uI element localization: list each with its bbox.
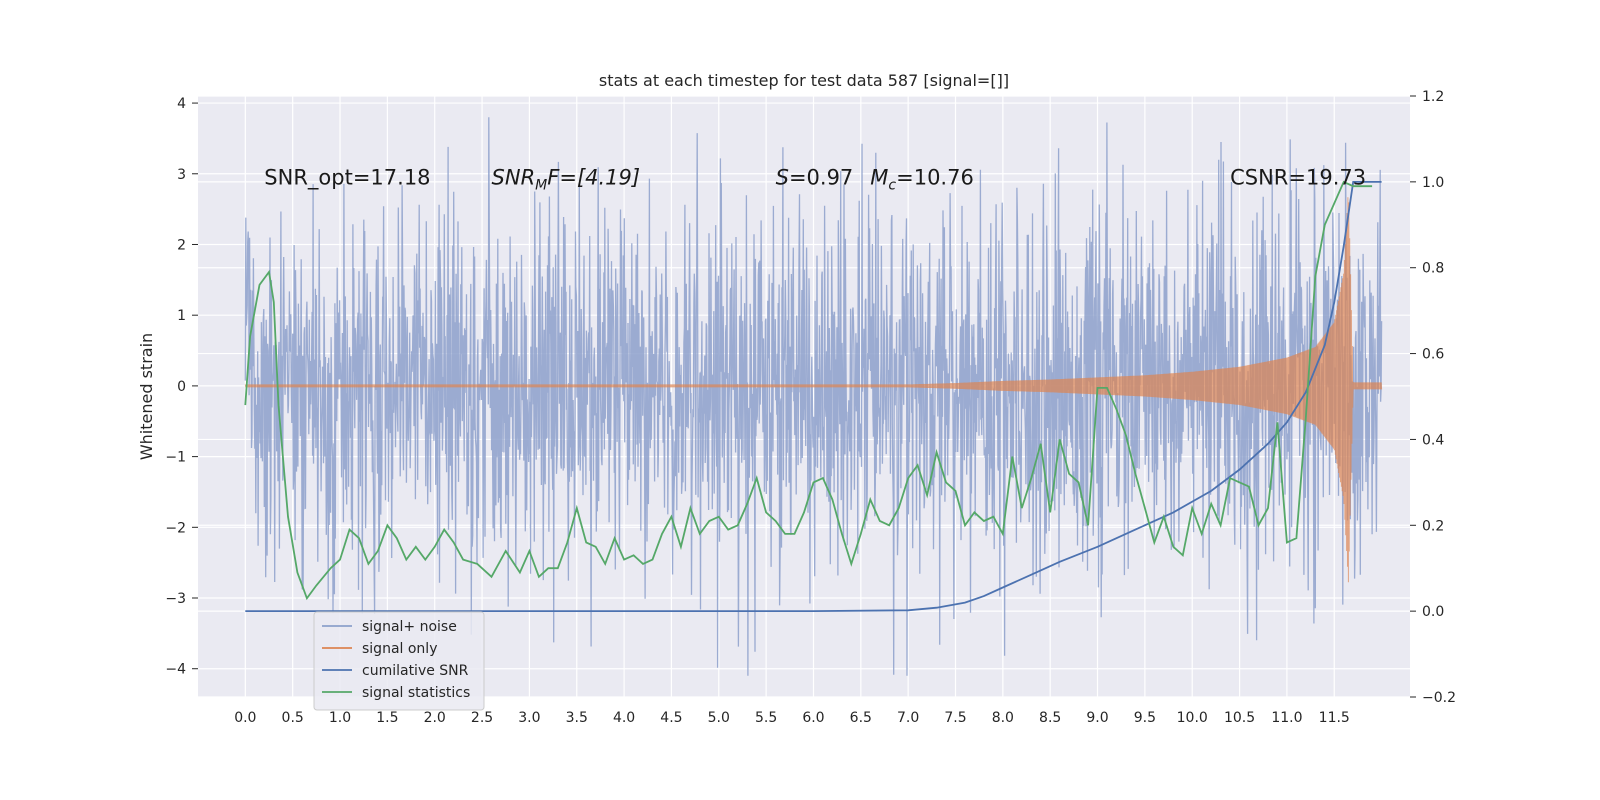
x-tick-label: 1.0 (329, 710, 351, 726)
legend: signal+ noise signal only cumilative SNR si… (313, 611, 485, 711)
x-tick-label: 2.5 (471, 710, 493, 726)
x-tick-label: 2.0 (424, 710, 446, 726)
annotation-snr-mf-value: F=[4.19] (547, 165, 640, 189)
series-line-cumilative-snr (245, 181, 1382, 612)
series-cumilative-snr (245, 181, 1382, 612)
legend-entry: signal only (362, 641, 437, 657)
chart-title: stats at each timestep for test data 587… (599, 71, 1009, 90)
y-tick-label: 1 (177, 308, 186, 324)
x-tick-label: 6.0 (802, 710, 824, 726)
x-tick-label: 6.5 (850, 710, 872, 726)
annotation-mc-value: =10.76 (896, 165, 974, 189)
annotation-mc-subscript: c (888, 177, 896, 193)
x-tick-label: 3.0 (518, 710, 540, 726)
y-right-tick-label: 0.2 (1422, 518, 1444, 534)
x-tick-label: 4.0 (613, 710, 635, 726)
x-tick-label: 0.0 (234, 710, 256, 726)
annotation-snr-mf-symbol: SNR (492, 165, 536, 189)
y-right-tick-label: 1.0 (1422, 175, 1444, 191)
x-tick-label: 9.5 (1134, 710, 1156, 726)
x-tick-label: 8.5 (1039, 710, 1061, 726)
annotation-mc-symbol: M (870, 165, 888, 189)
y-tick-label: 0 (177, 379, 186, 395)
x-tick-label: 7.0 (897, 710, 919, 726)
series-signal-only (244, 197, 1383, 583)
y-right-tick-label: 1.2 (1422, 89, 1444, 105)
x-tick-label: 5.5 (755, 710, 777, 726)
legend-entry: signal+ noise (362, 619, 457, 635)
x-tick-label: 7.5 (944, 710, 966, 726)
series-signal-statistics (244, 180, 1373, 601)
y-right-tick-label: −0.2 (1422, 690, 1456, 706)
legend-box (313, 611, 485, 711)
annotation-csnr: CSNR=19.73 (1230, 165, 1366, 189)
x-tick-label: 4.5 (660, 710, 682, 726)
x-tick-label: 5.0 (708, 710, 730, 726)
series-line-signal-statistics (244, 180, 1373, 601)
x-tick-label: 3.5 (566, 710, 588, 726)
annotation-s: S=0.97 (776, 165, 854, 189)
annotation-snr-mf-subscript: M (535, 177, 547, 193)
annotation-snr-mf: SNRMF=[4.19] (492, 165, 641, 193)
annotation-s-symbol: S (776, 165, 789, 189)
y-tick-label: 4 (177, 96, 186, 112)
y-tick-label: 3 (177, 167, 186, 183)
x-tick-label: 9.0 (1086, 710, 1108, 726)
y-axis-label: Whitened strain (137, 333, 156, 460)
y-tick-label: −4 (165, 662, 186, 678)
legend-entry: cumilative SNR (362, 663, 469, 679)
y-right-tick-label: 0.4 (1422, 432, 1444, 448)
x-tick-label: 8.0 (992, 710, 1014, 726)
y-tick-label: 2 (177, 237, 186, 253)
annotation-snr-opt: SNR_opt=17.18 (264, 165, 430, 190)
y-right-tick-label: 0.0 (1422, 604, 1444, 620)
x-tick-label: 11.5 (1319, 710, 1350, 726)
y-right-tick-label: 0.6 (1422, 347, 1444, 363)
y-tick-label: −1 (165, 450, 186, 466)
x-tick-label: 1.5 (376, 710, 398, 726)
x-tick-label: 10.5 (1224, 710, 1255, 726)
y-right-tick-label: 0.8 (1422, 261, 1444, 277)
y-tick-label: −3 (165, 591, 186, 607)
annotation-mc: Mc=10.76 (870, 165, 974, 193)
x-tick-label: 0.5 (282, 710, 304, 726)
axis-ticks: 0.0 0.5 1.0 1.5 2.0 2.5 3.0 3.5 4.0 4.5 5.0 5.5 6.0 6… (165, 89, 1456, 726)
series-line-signal-only (244, 197, 1383, 583)
x-tick-label: 11.0 (1271, 710, 1302, 726)
y-tick-label: −2 (165, 520, 186, 536)
legend-entry: signal statistics (362, 685, 470, 701)
x-tick-label: 10.0 (1177, 710, 1208, 726)
annotation-s-value: =0.97 (789, 165, 853, 189)
